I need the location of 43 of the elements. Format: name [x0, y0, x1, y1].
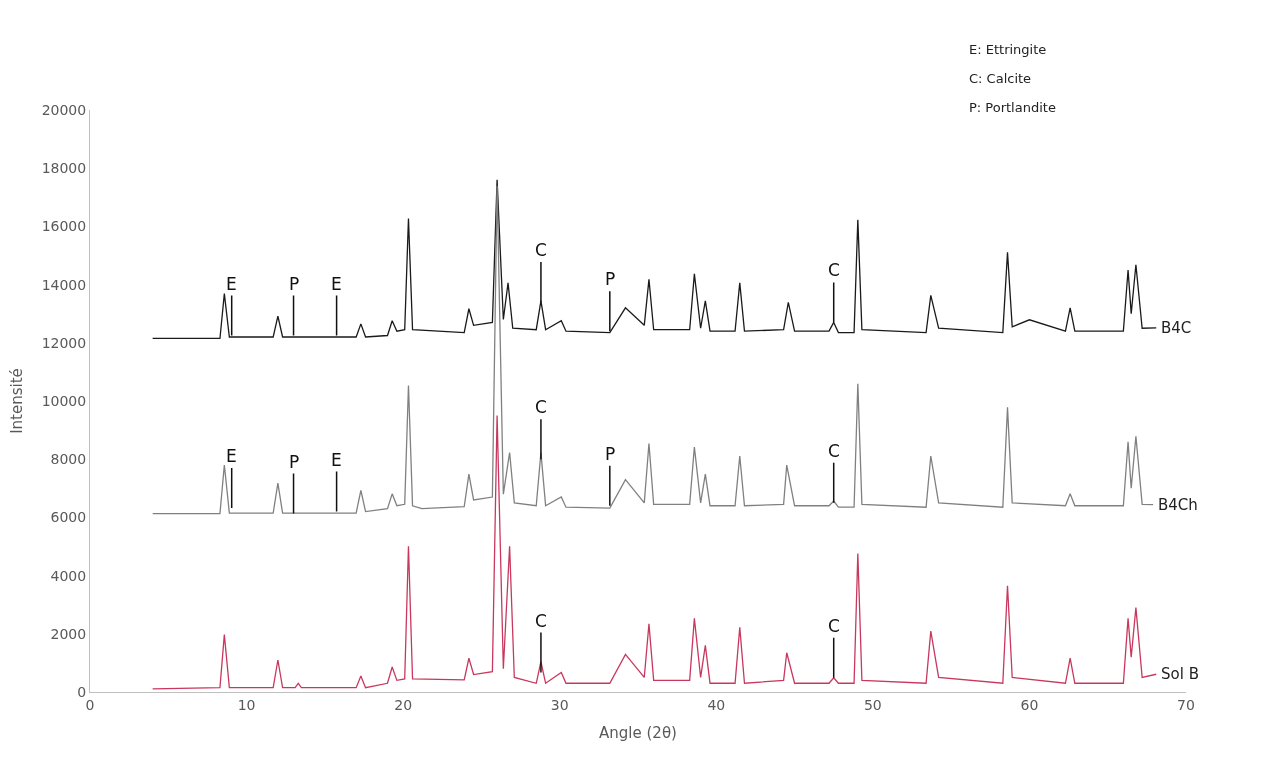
- y-tick-label: 2000: [50, 625, 87, 642]
- series-label: Sol B: [1161, 665, 1199, 683]
- x-tick-label: 20: [394, 696, 413, 713]
- y-tick-label: 18000: [41, 160, 87, 177]
- x-tick-label: 50: [863, 696, 882, 713]
- line-series: [151, 414, 1157, 690]
- y-tick-label: 14000: [41, 276, 87, 293]
- line-series: [151, 179, 1157, 340]
- series-label: B4C: [1161, 319, 1192, 337]
- annotation: P: [605, 269, 616, 289]
- annotation: C: [535, 397, 547, 417]
- annotation: C: [535, 240, 547, 260]
- annotation: E: [331, 450, 342, 470]
- y-tick-label: 16000: [41, 218, 87, 235]
- text: C: Calcite: [969, 71, 1032, 86]
- y-tick-label: 10000: [41, 392, 87, 409]
- y-tick-label: 12000: [41, 334, 87, 351]
- annotation: E: [226, 446, 237, 466]
- annotation: P: Portlandite: [969, 100, 1056, 115]
- annotation: P: [289, 274, 300, 294]
- x-tick-label: 70: [1177, 696, 1195, 713]
- annotation: P: [289, 452, 300, 472]
- series-label: B4Ch: [1158, 496, 1198, 514]
- x-tick-label: 30: [550, 696, 569, 713]
- y-tick-label: 0: [77, 683, 87, 700]
- text: E: Ettringite: [969, 42, 1047, 57]
- annotation: C: [828, 441, 840, 461]
- annotation: C: [828, 260, 840, 280]
- y-tick-label: 8000: [50, 451, 87, 468]
- y-tick-label: 4000: [50, 567, 87, 584]
- y-tick-label: 20000: [41, 101, 87, 118]
- annotation: E: [331, 274, 342, 294]
- y-tick-label: 6000: [50, 509, 87, 526]
- x-axis-title: Angle (2θ): [599, 723, 677, 742]
- x-tick-label: 40: [707, 696, 726, 713]
- line-series: [151, 185, 1154, 515]
- annotation: C: [828, 616, 840, 636]
- x-tick-label: 10: [237, 696, 256, 713]
- annotation: C: [535, 611, 547, 631]
- annotation: E: [226, 274, 237, 294]
- annotation: P: [605, 444, 616, 464]
- x-tick-label: 60: [1020, 696, 1039, 713]
- y-axis-title: Intensité: [7, 368, 26, 434]
